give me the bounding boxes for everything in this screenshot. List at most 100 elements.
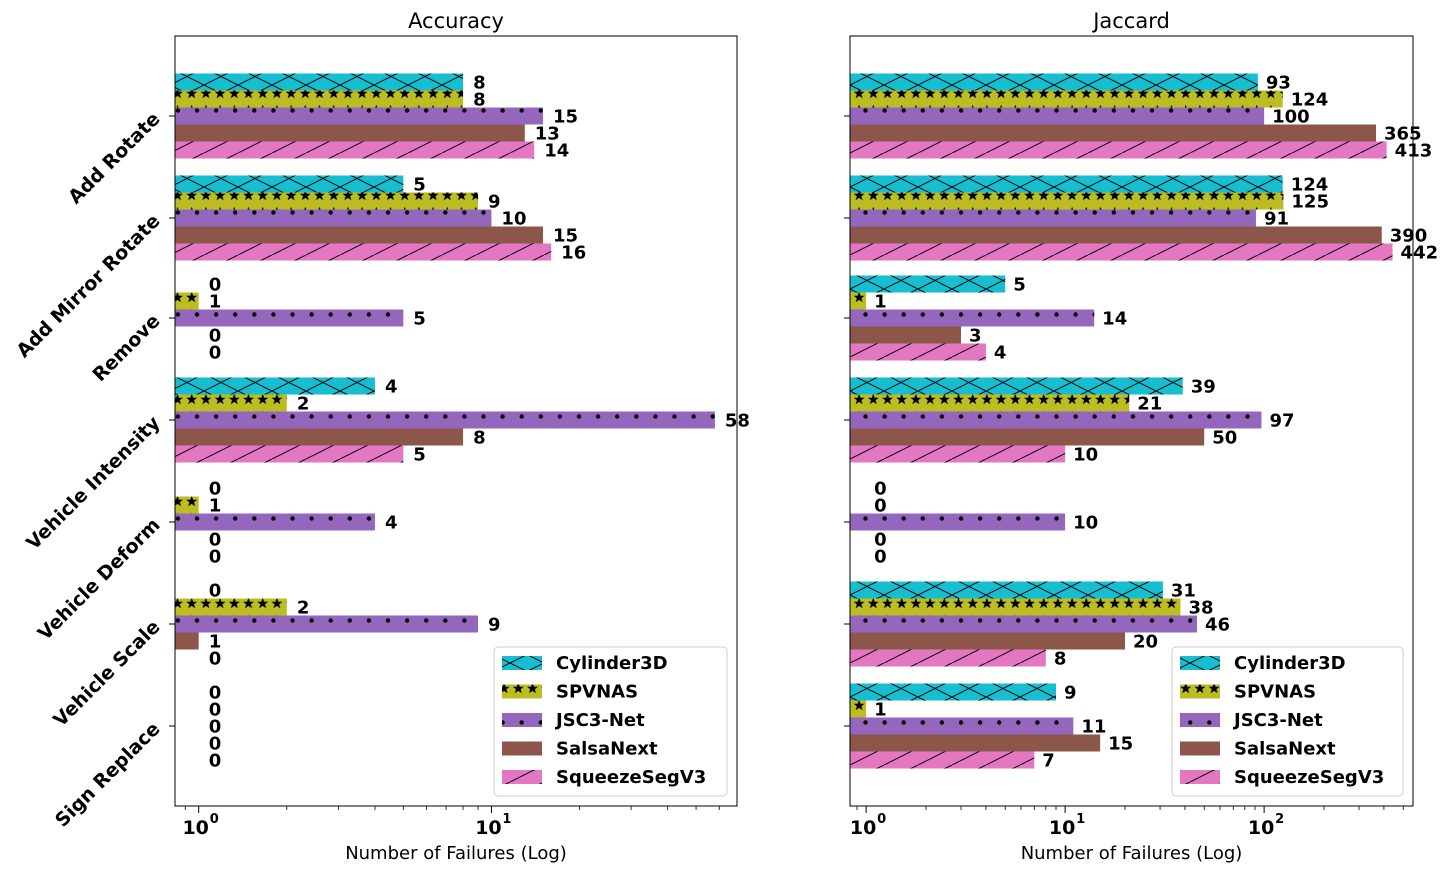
bar-value-label: 3 (969, 326, 982, 347)
legend-label-jsc3-net: JSC3-Net (1232, 710, 1323, 731)
bar-value-label: 124 (1291, 175, 1329, 196)
bar-value-label: 1 (209, 496, 222, 517)
bar-hatch-spvnas-add-rotate (850, 90, 1283, 108)
bar-hatch-spvnas-sign-replace (850, 700, 867, 718)
legend-label-salsanext: SalsaNext (556, 739, 658, 760)
bar-value-label: 5 (413, 175, 426, 196)
bar-value-label: 13 (535, 124, 560, 145)
bar-value-label: 0 (209, 734, 222, 755)
bar-value-label: 8 (1054, 649, 1067, 670)
bar-value-label: 39 (1191, 377, 1216, 398)
x-axis-label: Number of Failures (Log) (345, 843, 567, 864)
bar-hatch-spvnas-add-mirror-rotate (175, 192, 479, 210)
bar-value-label: 4 (385, 513, 398, 534)
legend-swatch-hatch-jsc3-net (502, 713, 542, 727)
legend-swatch-hatch-spvnas (1180, 684, 1220, 699)
bar-value-label: 442 (1401, 243, 1439, 264)
bar-value-label: 0 (209, 479, 222, 500)
legend-label-salsanext: SalsaNext (1234, 739, 1336, 760)
bar-value-label: 0 (874, 530, 887, 551)
bar-value-label: 8 (473, 428, 486, 449)
bar-salsanext-vehicle-intensity (175, 428, 464, 446)
x-tick-exponent: 0 (877, 812, 886, 827)
x-tick-exponent: 1 (502, 812, 511, 827)
x-tick-exponent: 1 (1076, 812, 1085, 827)
bar-hatch-spvnas-vehicle-scale (175, 598, 287, 616)
y-tick-label: Add Rotate (64, 108, 164, 208)
bar-value-label: 125 (1291, 192, 1329, 213)
bar-value-label: 0 (209, 581, 222, 602)
bar-value-label: 9 (1064, 683, 1077, 704)
legend-box (1171, 646, 1404, 797)
bar-hatch-jsc3-net-vehicle-deform (850, 513, 1066, 531)
bar-value-label: 8 (473, 73, 486, 94)
bar-salsanext-add-mirror-rotate (175, 226, 543, 244)
jaccard-panel: Jaccard931245390319124125121038110091149… (844, 9, 1438, 864)
bar-value-label: 20 (1133, 632, 1158, 653)
bar-value-label: 1 (874, 292, 887, 313)
bar-value-label: 0 (209, 700, 222, 721)
bar-value-label: 0 (874, 547, 887, 568)
bar-hatch-cylinder3d-add-rotate (175, 73, 464, 91)
bar-value-label: 1 (209, 292, 222, 313)
legend-label-spvnas: SPVNAS (556, 682, 638, 703)
bar-salsanext-sign-replace (850, 734, 1101, 752)
bar-value-label: 8 (473, 90, 486, 111)
accuracy-panel: Accuracy85040008912120151055849013150801… (12, 9, 750, 864)
legend-label-cylinder3d: Cylinder3D (556, 653, 668, 674)
bar-hatch-squeezesegv3-add-rotate (850, 141, 1387, 159)
plot-frame (849, 35, 1414, 807)
bar-value-label: 10 (501, 209, 526, 230)
bar-value-label: 31 (1171, 581, 1196, 602)
bar-value-label: 1 (209, 632, 222, 653)
x-axis-label: Number of Failures (Log) (1021, 843, 1243, 864)
bar-value-label: 14 (544, 141, 569, 162)
bar-hatch-cylinder3d-remove (850, 275, 1006, 293)
bar-hatch-cylinder3d-vehicle-intensity (175, 377, 375, 395)
chart-title: Accuracy (408, 9, 504, 33)
bar-hatch-squeezesegv3-remove (850, 343, 986, 361)
bar-hatch-squeezesegv3-vehicle-intensity (850, 445, 1066, 463)
legend-label-cylinder3d: Cylinder3D (1234, 653, 1346, 674)
bar-value-label: 0 (874, 496, 887, 517)
legend-swatch-hatch-squeezesegv3 (1180, 770, 1220, 784)
x-tick-label: 10 (182, 817, 208, 839)
bar-value-label: 21 (1137, 394, 1162, 415)
bar-value-label: 0 (209, 717, 222, 738)
bar-salsanext-remove (850, 326, 962, 344)
bar-value-label: 38 (1188, 598, 1213, 619)
x-tick-label: 10 (1248, 817, 1274, 839)
bar-value-label: 15 (553, 226, 578, 247)
legend-swatch-hatch-cylinder3d (502, 656, 542, 670)
bar-value-label: 5 (413, 309, 426, 330)
bar-hatch-jsc3-net-add-mirror-rotate (175, 209, 492, 227)
legend-swatch-salsanext (502, 741, 542, 756)
bar-hatch-squeezesegv3-add-mirror-rotate (850, 243, 1393, 261)
bar-hatch-cylinder3d-vehicle-intensity (850, 377, 1183, 395)
bar-hatch-squeezesegv3-sign-replace (850, 751, 1035, 769)
chart-title: Jaccard (1091, 9, 1170, 33)
legend-label-spvnas: SPVNAS (1234, 682, 1316, 703)
bar-hatch-spvnas-vehicle-intensity (850, 394, 1130, 412)
bar-hatch-jsc3-net-vehicle-deform (175, 513, 375, 531)
bar-value-label: 100 (1272, 107, 1310, 128)
bar-value-label: 390 (1390, 226, 1428, 247)
bar-hatch-jsc3-net-vehicle-intensity (175, 411, 715, 429)
x-tick-label: 10 (1049, 817, 1075, 839)
bar-value-label: 10 (1073, 513, 1098, 534)
bar-hatch-squeezesegv3-add-rotate (175, 141, 535, 159)
legend-swatch-hatch-squeezesegv3 (502, 770, 542, 784)
bar-value-label: 10 (1073, 445, 1098, 466)
bar-hatch-squeezesegv3-vehicle-scale (850, 649, 1046, 667)
bar-hatch-squeezesegv3-vehicle-intensity (175, 445, 404, 463)
bar-value-label: 0 (209, 326, 222, 347)
bar-hatch-spvnas-vehicle-scale (850, 598, 1181, 616)
legend-swatch-hatch-spvnas (502, 684, 542, 699)
bar-hatch-jsc3-net-vehicle-scale (850, 615, 1197, 633)
bar-hatch-jsc3-net-vehicle-scale (175, 615, 479, 633)
legend-label-jsc3-net: JSC3-Net (554, 710, 645, 731)
bar-hatch-cylinder3d-add-mirror-rotate (850, 175, 1283, 193)
bar-value-label: 9 (488, 192, 501, 213)
bar-hatch-jsc3-net-vehicle-intensity (850, 411, 1262, 429)
